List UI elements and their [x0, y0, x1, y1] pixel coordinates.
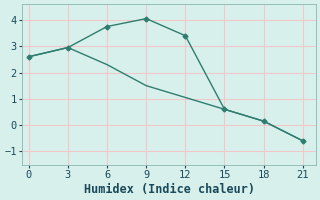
X-axis label: Humidex (Indice chaleur): Humidex (Indice chaleur): [84, 183, 254, 196]
